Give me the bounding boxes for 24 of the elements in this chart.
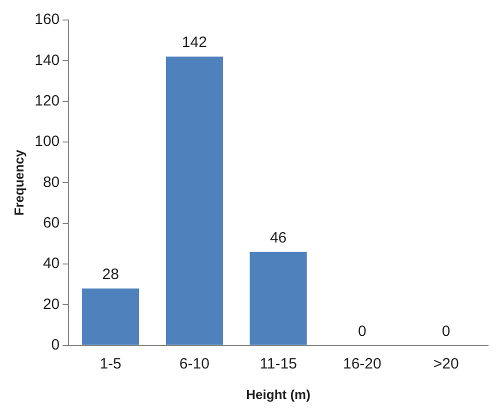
- data-label: 46: [270, 229, 287, 246]
- y-tick-label: 120: [34, 92, 60, 110]
- bar: [166, 56, 223, 345]
- x-tick-label: 16-20: [343, 356, 382, 373]
- x-tick-label: 1-5: [100, 356, 122, 373]
- y-tick-label: 160: [34, 11, 60, 28]
- x-axis-title: Height (m): [246, 386, 310, 402]
- y-tick-label: 40: [42, 255, 60, 272]
- x-tick-label: 6-10: [179, 356, 210, 373]
- x-tick-label: >20: [433, 356, 459, 373]
- y-tick-label: 100: [34, 133, 60, 150]
- y-tick-label: 20: [42, 296, 60, 313]
- data-label: 0: [358, 323, 366, 340]
- data-label: 142: [182, 34, 207, 52]
- y-axis-title: Frequency: [11, 149, 26, 216]
- data-label: 28: [102, 266, 119, 284]
- x-tick-label: 11-15: [260, 356, 297, 373]
- y-tick-label: 60: [42, 214, 60, 232]
- data-label: 0: [442, 323, 450, 340]
- bar: [250, 252, 307, 345]
- y-tick-label: 0: [51, 336, 60, 354]
- bar: [82, 288, 140, 345]
- y-tick-label: 140: [34, 52, 60, 69]
- y-tick-label: 80: [42, 174, 60, 191]
